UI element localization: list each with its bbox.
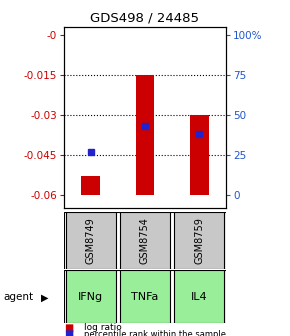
Text: GSM8749: GSM8749 (86, 217, 96, 264)
Bar (174, 212, 224, 269)
Text: ■: ■ (64, 329, 73, 336)
Bar (190, 115, 209, 195)
Bar (120, 212, 170, 269)
Text: GSM8759: GSM8759 (194, 217, 204, 264)
Text: IFNg: IFNg (78, 292, 104, 301)
Bar (135, 75, 155, 195)
Text: ■: ■ (64, 323, 73, 333)
Text: GDS498 / 24485: GDS498 / 24485 (90, 12, 200, 25)
Bar (120, 270, 170, 323)
Text: percentile rank within the sample: percentile rank within the sample (84, 330, 226, 336)
Text: GSM8754: GSM8754 (140, 217, 150, 264)
Bar (81, 176, 100, 195)
Text: ▶: ▶ (41, 292, 49, 302)
Bar (66, 270, 116, 323)
Text: TNFa: TNFa (131, 292, 159, 301)
Text: log ratio: log ratio (84, 323, 122, 332)
Text: agent: agent (3, 292, 33, 302)
Bar (66, 212, 116, 269)
Text: IL4: IL4 (191, 292, 207, 301)
Bar (174, 270, 224, 323)
